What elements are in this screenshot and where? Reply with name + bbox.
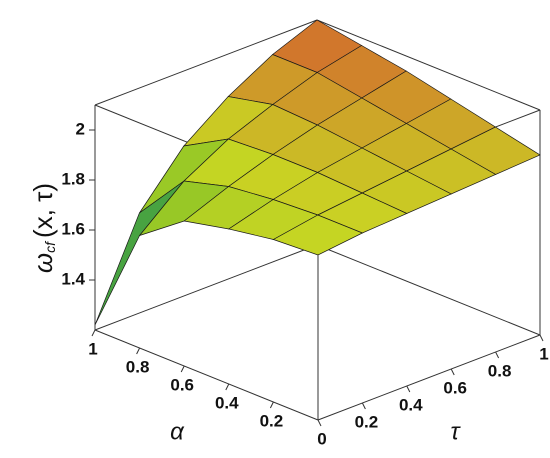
y-tick <box>317 419 322 427</box>
z-tick-label: 1.6 <box>61 219 85 238</box>
box-edge <box>316 244 541 336</box>
box-edge <box>94 19 318 106</box>
surface <box>94 19 541 326</box>
x-tick <box>180 365 185 373</box>
x-tick-label: 0.6 <box>170 375 194 394</box>
y-tick <box>450 368 455 376</box>
y-tick <box>495 351 500 359</box>
z-tick-label: 1.4 <box>61 269 85 288</box>
box-edge <box>316 19 541 111</box>
x-tick-label: 0.2 <box>260 411 284 430</box>
x-tick-label: 1 <box>88 339 97 358</box>
y-tick-label: 0.6 <box>443 378 467 397</box>
box-edge <box>94 244 318 331</box>
y-tick-label: 0.4 <box>399 395 423 414</box>
x-tick <box>91 329 96 337</box>
y-tick <box>406 385 411 393</box>
x-tick-label: 0.4 <box>215 393 239 412</box>
annotations: ωcf (x, τ) α τ <box>28 183 462 445</box>
y-tick-label: 0.8 <box>488 361 512 380</box>
z-tick-label: 1.8 <box>61 169 85 188</box>
z-label-sub: cf <box>42 240 58 253</box>
x-tick-label: 0.8 <box>126 357 150 376</box>
y-axis-label: τ <box>451 418 462 445</box>
z-label-symbol: ω <box>28 253 58 273</box>
box-edge <box>94 329 319 421</box>
y-tick <box>361 402 366 410</box>
x-tick <box>225 383 230 391</box>
x-axis-label: α <box>170 418 185 445</box>
x-tick <box>136 347 141 355</box>
y-tick-label: 0 <box>317 429 326 448</box>
z-label-args: (x, τ) <box>28 183 58 238</box>
surface-patch <box>272 214 364 256</box>
box-edge <box>317 334 541 421</box>
z-tick-label: 2 <box>76 119 85 138</box>
box-front: 1.4 1.6 1.8 2 0.2 0.4 0.6 0.8 1 0 0.2 0.4 0.6 0.8 1 <box>61 119 548 448</box>
y-tick-label: 1 <box>539 344 548 363</box>
x-tick <box>269 401 274 409</box>
y-tick-label: 0.2 <box>355 412 379 431</box>
z-axis-label: ωcf (x, τ) <box>28 183 58 273</box>
y-tick <box>539 334 544 342</box>
